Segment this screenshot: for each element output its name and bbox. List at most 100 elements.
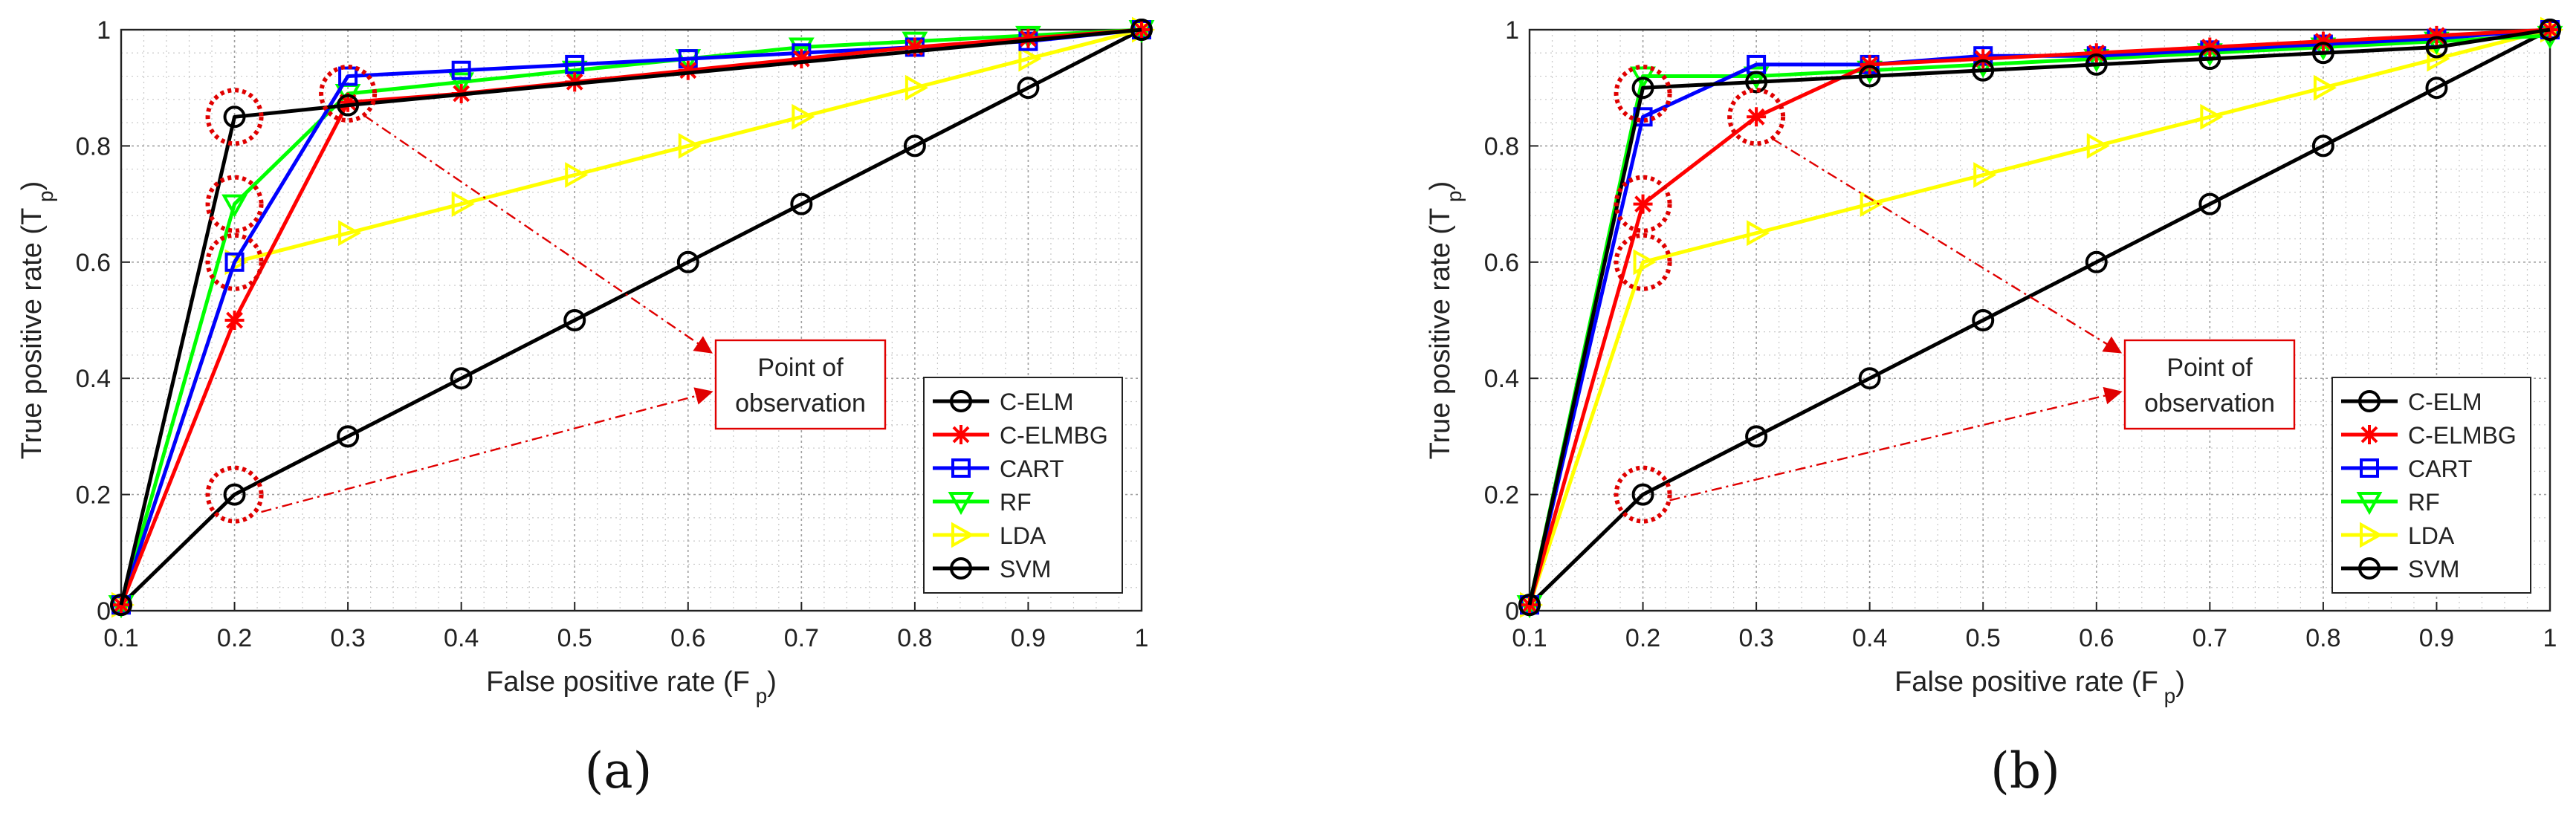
x-tick-label: 0.6: [670, 624, 705, 652]
x-tick-label: 0.9: [2419, 624, 2454, 652]
data-point-lda: [451, 191, 475, 218]
data-point-c-elm: [110, 594, 132, 617]
x-tick-label: 0.7: [2192, 624, 2227, 652]
y-tick-label: 1: [1505, 16, 1519, 45]
y-tick-label: 0.8: [76, 132, 111, 160]
annotation-arrow: [363, 114, 713, 354]
annotation-line-2: observation: [2144, 389, 2275, 418]
data-point-c-elm: [223, 106, 246, 129]
data-point-c-elmbg: [904, 37, 925, 57]
legend-label: LDA: [1000, 522, 1046, 549]
y-axis-label-sub: p: [1443, 190, 1466, 207]
data-point-c-elm: [2198, 48, 2221, 71]
legend-item-c-elm: C-ELM: [933, 389, 1074, 415]
legend-label: SVM: [2408, 556, 2459, 583]
data-point-c-elmbg: [2200, 37, 2220, 57]
annotation-arrow: [1772, 137, 2123, 354]
data-point-c-elmbg: [2313, 31, 2333, 51]
x-tick-label: 0.2: [217, 624, 252, 652]
data-point-svm: [1745, 425, 1768, 448]
data-point-svm: [1858, 367, 1881, 390]
data-point-svm: [1972, 309, 1995, 331]
legend-item-c-elm: C-ELM: [2341, 389, 2482, 415]
data-point-c-elmbg: [224, 311, 245, 330]
annotation-line-2: observation: [735, 389, 866, 418]
legend-item-rf: RF: [2341, 489, 2440, 516]
data-point-lda: [2427, 45, 2450, 72]
data-point-lda: [1018, 45, 1042, 72]
legend-label: SVM: [1000, 556, 1051, 583]
x-tick-label: 0.4: [1852, 624, 1887, 652]
series-c-elm: [110, 19, 1153, 617]
data-point-cart: [224, 252, 245, 272]
data-point-c-elm: [2085, 53, 2108, 76]
data-point-c-elm: [337, 94, 360, 117]
data-point-rf: [448, 72, 475, 96]
series-line-c-elm: [119, 27, 1142, 606]
y-tick-label: 0.8: [1484, 132, 1519, 160]
x-tick-label: 0.8: [2305, 624, 2340, 652]
series-c-elm: [1518, 19, 2561, 617]
data-point-c-elm: [1745, 71, 1768, 94]
data-point-c-elm: [1858, 65, 1881, 88]
legend-marker: [2356, 492, 2383, 516]
series-line-lda: [119, 27, 1142, 606]
annotation-line-1: Point of: [2166, 354, 2253, 382]
data-point-svm: [1017, 77, 1040, 100]
y-axis-label-main: True positive rate (T: [1425, 208, 1456, 460]
series-line-svm: [1528, 27, 2551, 606]
data-point-svm: [563, 309, 586, 331]
annotation-arrow: [261, 387, 713, 513]
y-tick-label: 0.6: [76, 249, 111, 277]
x-axis-label-sub: p: [750, 684, 767, 707]
y-tick-label: 0: [1505, 597, 1519, 626]
x-axis-label: False positive rate (F p): [1894, 666, 2185, 707]
chart-panel-b: 0.1 0.2 0.3 0.4 0.5 0.6 0.7 0.8 0.9 1 0 0.2 0.4 0.6 0.…: [1425, 16, 2564, 707]
legend-marker: [950, 390, 972, 412]
x-tick-label: 0.6: [2079, 624, 2114, 652]
y-axis-label: True positive rate (T p): [1425, 181, 1466, 460]
legend-label: CART: [1000, 455, 1064, 482]
series-line-rf: [1527, 33, 2551, 606]
series-line-svm: [120, 27, 1143, 606]
y-tick-label: 0.6: [1484, 249, 1519, 277]
data-point-lda: [2200, 103, 2224, 130]
data-point-lda: [338, 220, 362, 247]
legend-item-lda: LDA: [2341, 522, 2455, 549]
legend-item-cart: CART: [2341, 455, 2473, 482]
observation-circle: [205, 465, 264, 524]
data-point-c-elm: [1972, 59, 1995, 82]
legend-label: CART: [2408, 455, 2473, 482]
legend-label: C-ELMBG: [2408, 422, 2517, 449]
y-axis-label: True positive rate (T p): [16, 181, 57, 460]
data-point-rf: [788, 37, 815, 61]
y-tick-label: 0.2: [76, 481, 111, 510]
x-tick-label: 0.2: [1625, 624, 1660, 652]
data-point-c-elm: [2539, 19, 2561, 41]
data-point-rf: [1743, 66, 1770, 90]
data-point-c-elm: [2425, 36, 2448, 59]
data-point-svm: [2311, 134, 2334, 158]
data-point-svm: [903, 134, 926, 158]
data-point-c-elmbg: [1018, 28, 1038, 48]
x-tick-label: 0.9: [1011, 624, 1046, 652]
data-point-lda: [2313, 74, 2337, 101]
observation-circle: [1614, 233, 1672, 291]
legend-marker: [2360, 522, 2384, 548]
observation-circle: [1614, 65, 1672, 123]
data-point-c-elm: [1518, 594, 1541, 617]
data-point-lda: [565, 162, 589, 188]
series-line-rf: [119, 27, 1142, 606]
data-point-c-elmbg: [792, 49, 812, 69]
legend-label: RF: [1000, 489, 1032, 516]
data-point-svm: [223, 483, 246, 506]
observation-circle: [205, 175, 264, 233]
x-tick-label: 0.8: [897, 624, 932, 652]
data-point-svm: [2085, 250, 2108, 273]
x-axis-label-close: ): [767, 666, 777, 698]
x-tick-label: 1: [1135, 624, 1149, 652]
x-axis-label-main: False positive rate (F: [486, 666, 750, 698]
panel-label-a: (a): [585, 742, 653, 799]
observation-circle: [205, 233, 264, 291]
y-tick-label: 0.4: [1484, 365, 1519, 393]
